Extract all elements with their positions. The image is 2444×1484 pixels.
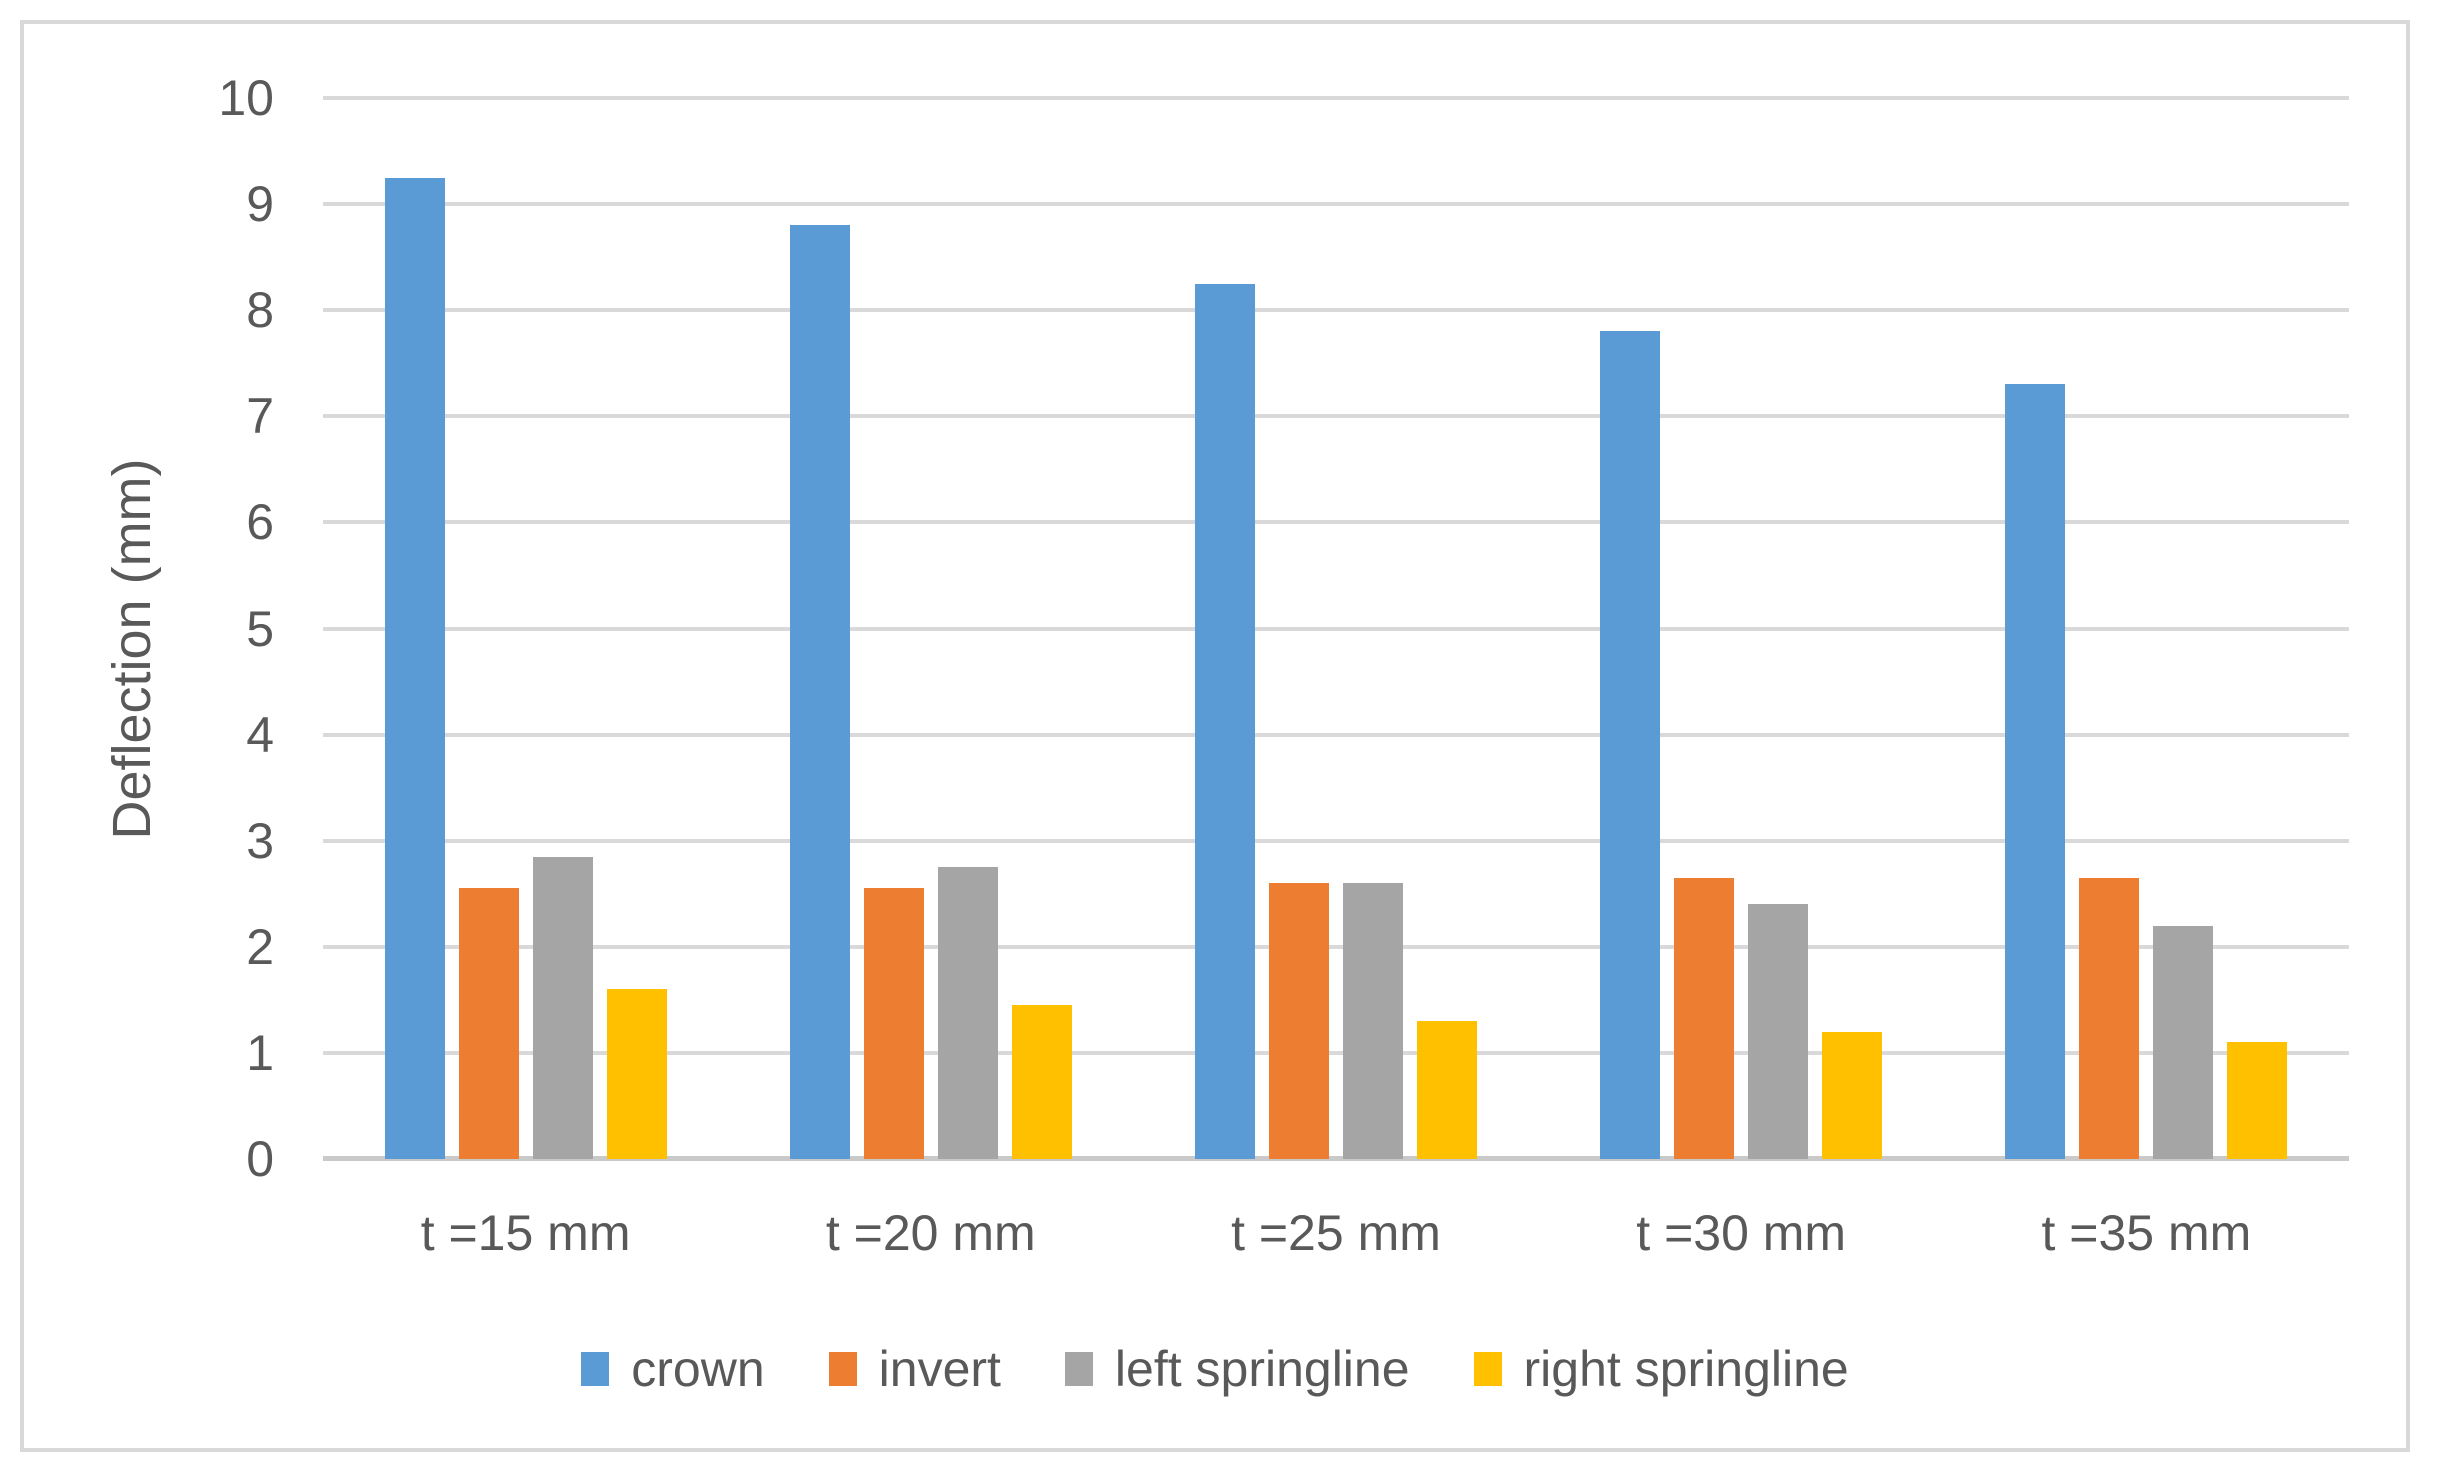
y-tick-label-2: 2: [246, 918, 274, 975]
x-category-label-3: t =25 mm: [1231, 1205, 1441, 1261]
plot-area: [323, 96, 2349, 1161]
y-tick-label-9: 9: [246, 176, 274, 233]
chart-frame: Deflection (mm) 0 1 2 3 4 5 6 7 8 9 10 t =15 mm t =…: [20, 20, 2410, 1452]
gridline-y-2: [323, 944, 2349, 949]
legend-marker-left-springline: [1064, 1352, 1093, 1386]
bar-crown-t-=35-mm: [2005, 384, 2066, 1159]
bar-invert-t-=25-mm: [1269, 883, 1329, 1159]
legend: crown invert left springline right springli…: [24, 1340, 2406, 1398]
legend-marker-right-springline: [1473, 1352, 1502, 1386]
legend-label-left-springline: left springline: [1114, 1341, 1410, 1397]
legend-label-invert: invert: [878, 1341, 1001, 1397]
legend-label-right-springline: right springline: [1523, 1341, 1849, 1397]
gridline-y-5: [323, 626, 2349, 631]
y-tick-label-10: 10: [218, 70, 274, 126]
bar-invert-t-=20-mm: [863, 888, 924, 1159]
gridline-y-4: [323, 732, 2349, 737]
legend-item-invert: invert: [828, 1340, 1001, 1398]
x-axis-line: [323, 1156, 2349, 1161]
gridline-y-3: [323, 838, 2349, 843]
y-tick-label-3: 3: [246, 812, 274, 869]
legend-marker-invert: [828, 1352, 857, 1386]
x-category-label-1: t =15 mm: [420, 1205, 631, 1261]
x-category-label-2: t =20 mm: [825, 1205, 1036, 1261]
y-tick-label-8: 8: [246, 282, 274, 339]
legend-marker-crown: [581, 1352, 610, 1386]
bar-invert-t-=30-mm: [1674, 877, 1735, 1159]
gridline-y-1: [323, 1050, 2349, 1055]
y-tick-label-7: 7: [246, 388, 274, 445]
bar-right-springline-t-=20-mm: [1011, 1005, 1072, 1159]
legend-item-right-springline: right springline: [1473, 1340, 1849, 1398]
legend-item-left-springline: left springline: [1064, 1340, 1410, 1398]
y-tick-label-5: 5: [246, 600, 274, 657]
bar-right-springline-t-=30-mm: [1822, 1031, 1883, 1159]
x-category-label-4: t =30 mm: [1636, 1205, 1847, 1261]
y-tick-label-6: 6: [246, 494, 274, 551]
bar-crown-t-=15-mm: [384, 177, 445, 1159]
gridline-y-6: [323, 520, 2349, 525]
x-category-label-5: t =35 mm: [2041, 1205, 2252, 1261]
bar-chart: Deflection (mm) 0 1 2 3 4 5 6 7 8 9 10 t =15 mm t =…: [24, 24, 2406, 1448]
bar-crown-t-=30-mm: [1600, 331, 1661, 1159]
bar-left-springline-t-=20-mm: [937, 867, 998, 1159]
bar-right-springline-t-=15-mm: [606, 989, 667, 1159]
y-tick-label-1: 1: [246, 1024, 274, 1081]
bar-left-springline-t-=35-mm: [2153, 925, 2214, 1159]
bar-left-springline-t-=30-mm: [1748, 904, 1809, 1159]
y-tick-label-4: 4: [246, 706, 274, 763]
legend-item-crown: crown: [581, 1340, 765, 1398]
gridline-y-7: [323, 414, 2349, 419]
bar-right-springline-t-=25-mm: [1417, 1021, 1477, 1159]
bar-crown-t-=25-mm: [1195, 283, 1255, 1159]
bar-invert-t-=35-mm: [2079, 877, 2140, 1159]
bar-left-springline-t-=15-mm: [532, 856, 593, 1159]
bar-right-springline-t-=35-mm: [2227, 1042, 2288, 1159]
gridline-y-10: [323, 96, 2349, 100]
gridline-y-8: [323, 308, 2349, 313]
y-tick-label-0: 0: [246, 1131, 274, 1187]
legend-label-crown: crown: [631, 1341, 765, 1397]
gridline-y-9: [323, 202, 2349, 207]
bar-invert-t-=15-mm: [458, 888, 519, 1159]
bar-crown-t-=20-mm: [789, 225, 850, 1159]
bar-left-springline-t-=25-mm: [1343, 883, 1403, 1159]
